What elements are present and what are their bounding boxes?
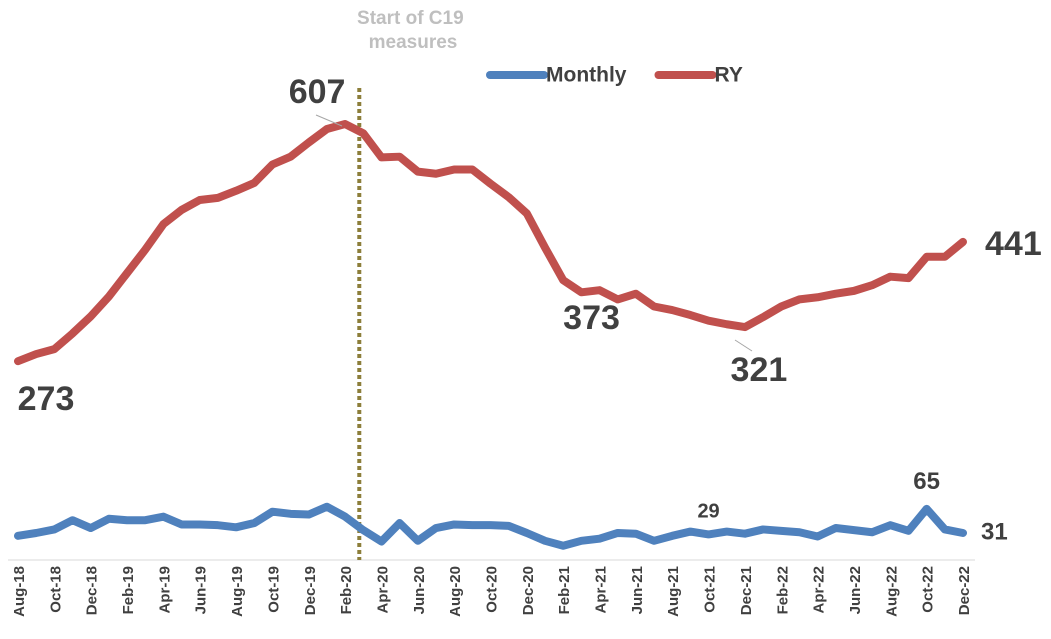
x-tick-label: Jun-20	[411, 566, 428, 614]
x-tick-label: Dec-21	[738, 566, 755, 615]
x-tick-label: Aug-22	[883, 566, 900, 617]
data-label: 273	[18, 380, 75, 418]
x-tick-label: Jun-19	[193, 566, 210, 614]
x-tick-label: Dec-19	[302, 566, 319, 615]
annotation-text: Start of C19 measures	[357, 8, 469, 53]
data-label: 373	[563, 299, 620, 337]
annotation-line: measures	[369, 32, 458, 53]
x-tick-label: Jun-21	[629, 566, 646, 614]
x-tick-label: Feb-19	[120, 566, 137, 614]
annotation-line: Start of C19	[357, 8, 464, 29]
x-tick-label: Aug-21	[665, 566, 682, 617]
x-tick-label: Aug-18	[11, 566, 28, 617]
x-tick-label: Dec-22	[956, 566, 973, 615]
series-line	[14, 120, 967, 366]
x-tick-label: Feb-22	[774, 566, 791, 614]
x-tick-label: Oct-18	[47, 566, 64, 613]
leader-line	[734, 339, 753, 352]
x-tick-label: Dec-20	[520, 566, 537, 615]
leader-line	[315, 114, 343, 127]
x-tick-label: Apr-22	[811, 566, 828, 614]
data-label: 65	[913, 468, 940, 495]
x-tick-label: Oct-19	[265, 566, 282, 613]
x-tick-label: Apr-20	[374, 566, 391, 614]
x-tick-label: Apr-21	[593, 566, 610, 614]
data-label: 607	[289, 73, 346, 111]
data-label: 441	[985, 225, 1042, 263]
x-tick-label: Dec-18	[84, 566, 101, 615]
x-tick-label: Aug-20	[447, 566, 464, 617]
x-tick-label: Feb-21	[556, 566, 573, 614]
x-tick-label: Oct-21	[702, 566, 719, 613]
data-label: 321	[731, 351, 788, 389]
legend-label: Monthly	[546, 64, 627, 87]
x-tick-label: Feb-20	[338, 566, 355, 614]
x-tick-label: Jun-22	[847, 566, 864, 614]
series-line	[14, 502, 967, 550]
x-tick-label: Oct-22	[920, 566, 937, 613]
x-tick-label: Apr-19	[156, 566, 173, 614]
legend-label: RY	[714, 64, 742, 87]
data-label: 31	[981, 518, 1008, 545]
x-tick-label: Aug-19	[229, 566, 246, 617]
x-tick-label: Oct-20	[484, 566, 501, 613]
data-label: 29	[697, 501, 719, 523]
